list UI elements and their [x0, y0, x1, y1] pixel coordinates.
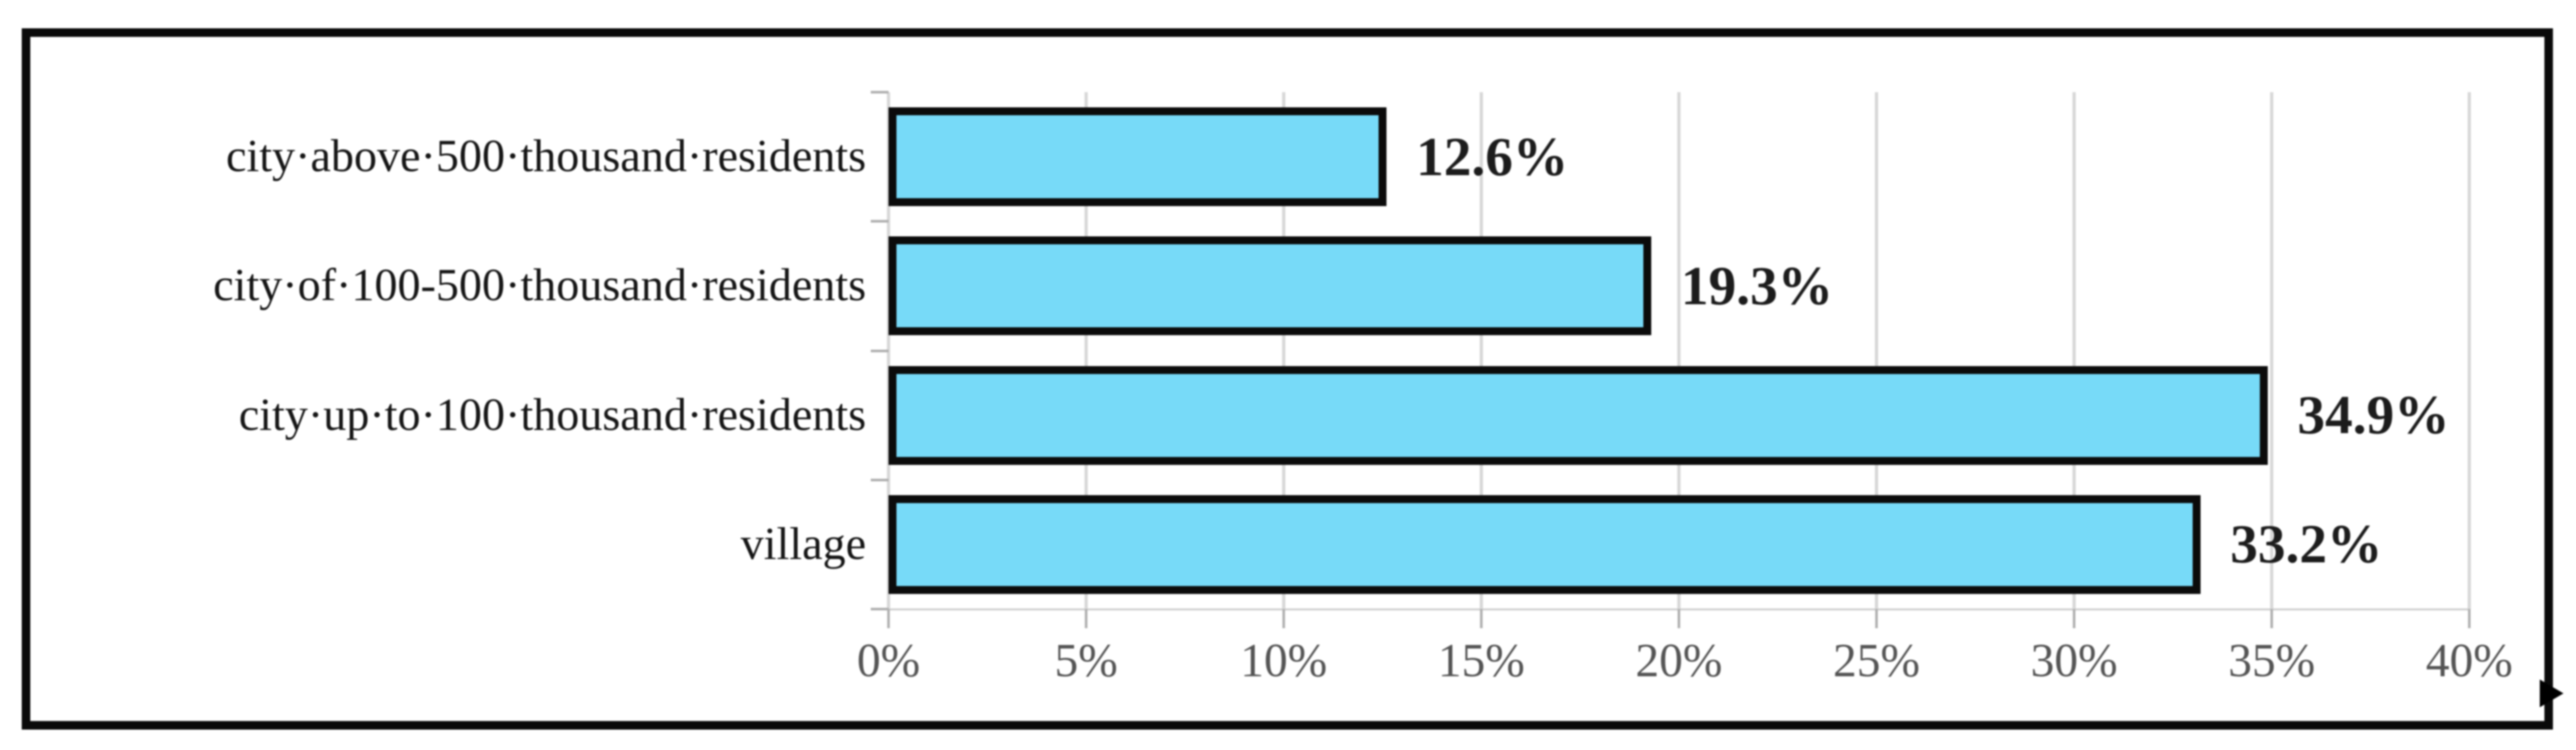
axis-tick — [1480, 609, 1483, 628]
data-label: 34.9% — [2297, 385, 2450, 446]
category-label: city·up·to·100·thousand·residents — [238, 389, 866, 441]
axis-tick — [1875, 609, 1878, 628]
axis-tick-label: 25% — [1833, 634, 1920, 687]
bar — [889, 236, 1651, 336]
bars-layer: 12.6% 19.3% 34.9% 33.2% — [889, 92, 2469, 609]
axis-tick — [887, 609, 890, 628]
gridline — [1282, 92, 1286, 609]
bar-row: 33.2% — [889, 480, 2469, 609]
category-axis-tick — [871, 349, 889, 352]
data-label: 33.2% — [2230, 514, 2382, 576]
data-label: 12.6% — [1416, 126, 1568, 188]
category-axis-labels: city·above·500·thousand·residents city·of… — [46, 92, 866, 609]
gridline — [2072, 92, 2076, 609]
category-label: city·above·500·thousand·residents — [226, 131, 866, 182]
bar-row: 19.3% — [889, 221, 2469, 350]
bar — [889, 495, 2201, 594]
gridline — [887, 92, 891, 609]
x-axis-line — [871, 608, 2469, 610]
bar-row: 12.6% — [889, 92, 2469, 221]
category-axis-tick — [871, 608, 889, 610]
axis-tick — [1678, 609, 1680, 628]
axis-tick-label: 40% — [2426, 634, 2513, 687]
gridline — [1479, 92, 1483, 609]
bar — [889, 107, 1386, 207]
axis-tick-label: 5% — [1055, 634, 1118, 687]
gridline — [2270, 92, 2274, 609]
data-label: 19.3% — [1681, 255, 1833, 317]
axis-tick — [2073, 609, 2075, 628]
axis-tick-label: 20% — [1635, 634, 1722, 687]
bar-row: 34.9% — [889, 351, 2469, 480]
axis-tick-label: 10% — [1240, 634, 1327, 687]
plot-area: 12.6% 19.3% 34.9% 33.2% — [871, 91, 2471, 628]
category-label: city·of·100-500·thousand·residents — [213, 260, 866, 311]
x-axis-tick-labels: 0% 5% 10% 15% 20% 25% 30% 35% 40% — [857, 633, 2513, 699]
axis-tick-label: 0% — [857, 634, 920, 687]
axis-tick-label: 30% — [2031, 634, 2118, 687]
axis-tick-label: 15% — [1438, 634, 1525, 687]
axis-tick-label: 35% — [2228, 634, 2315, 687]
gridline — [1084, 92, 1088, 609]
gridline — [1677, 92, 1681, 609]
category-axis-tick — [871, 220, 889, 223]
category-label: village — [740, 518, 866, 570]
gridline — [1875, 92, 1878, 609]
axis-tick — [2468, 609, 2471, 628]
bar — [889, 365, 2268, 465]
gridline — [2467, 92, 2471, 609]
axis-tick — [1085, 609, 1087, 628]
category-axis-tick — [871, 91, 889, 94]
category-axis-tick — [871, 478, 889, 481]
axis-tick — [1282, 609, 1285, 628]
axis-tick — [2270, 609, 2273, 628]
